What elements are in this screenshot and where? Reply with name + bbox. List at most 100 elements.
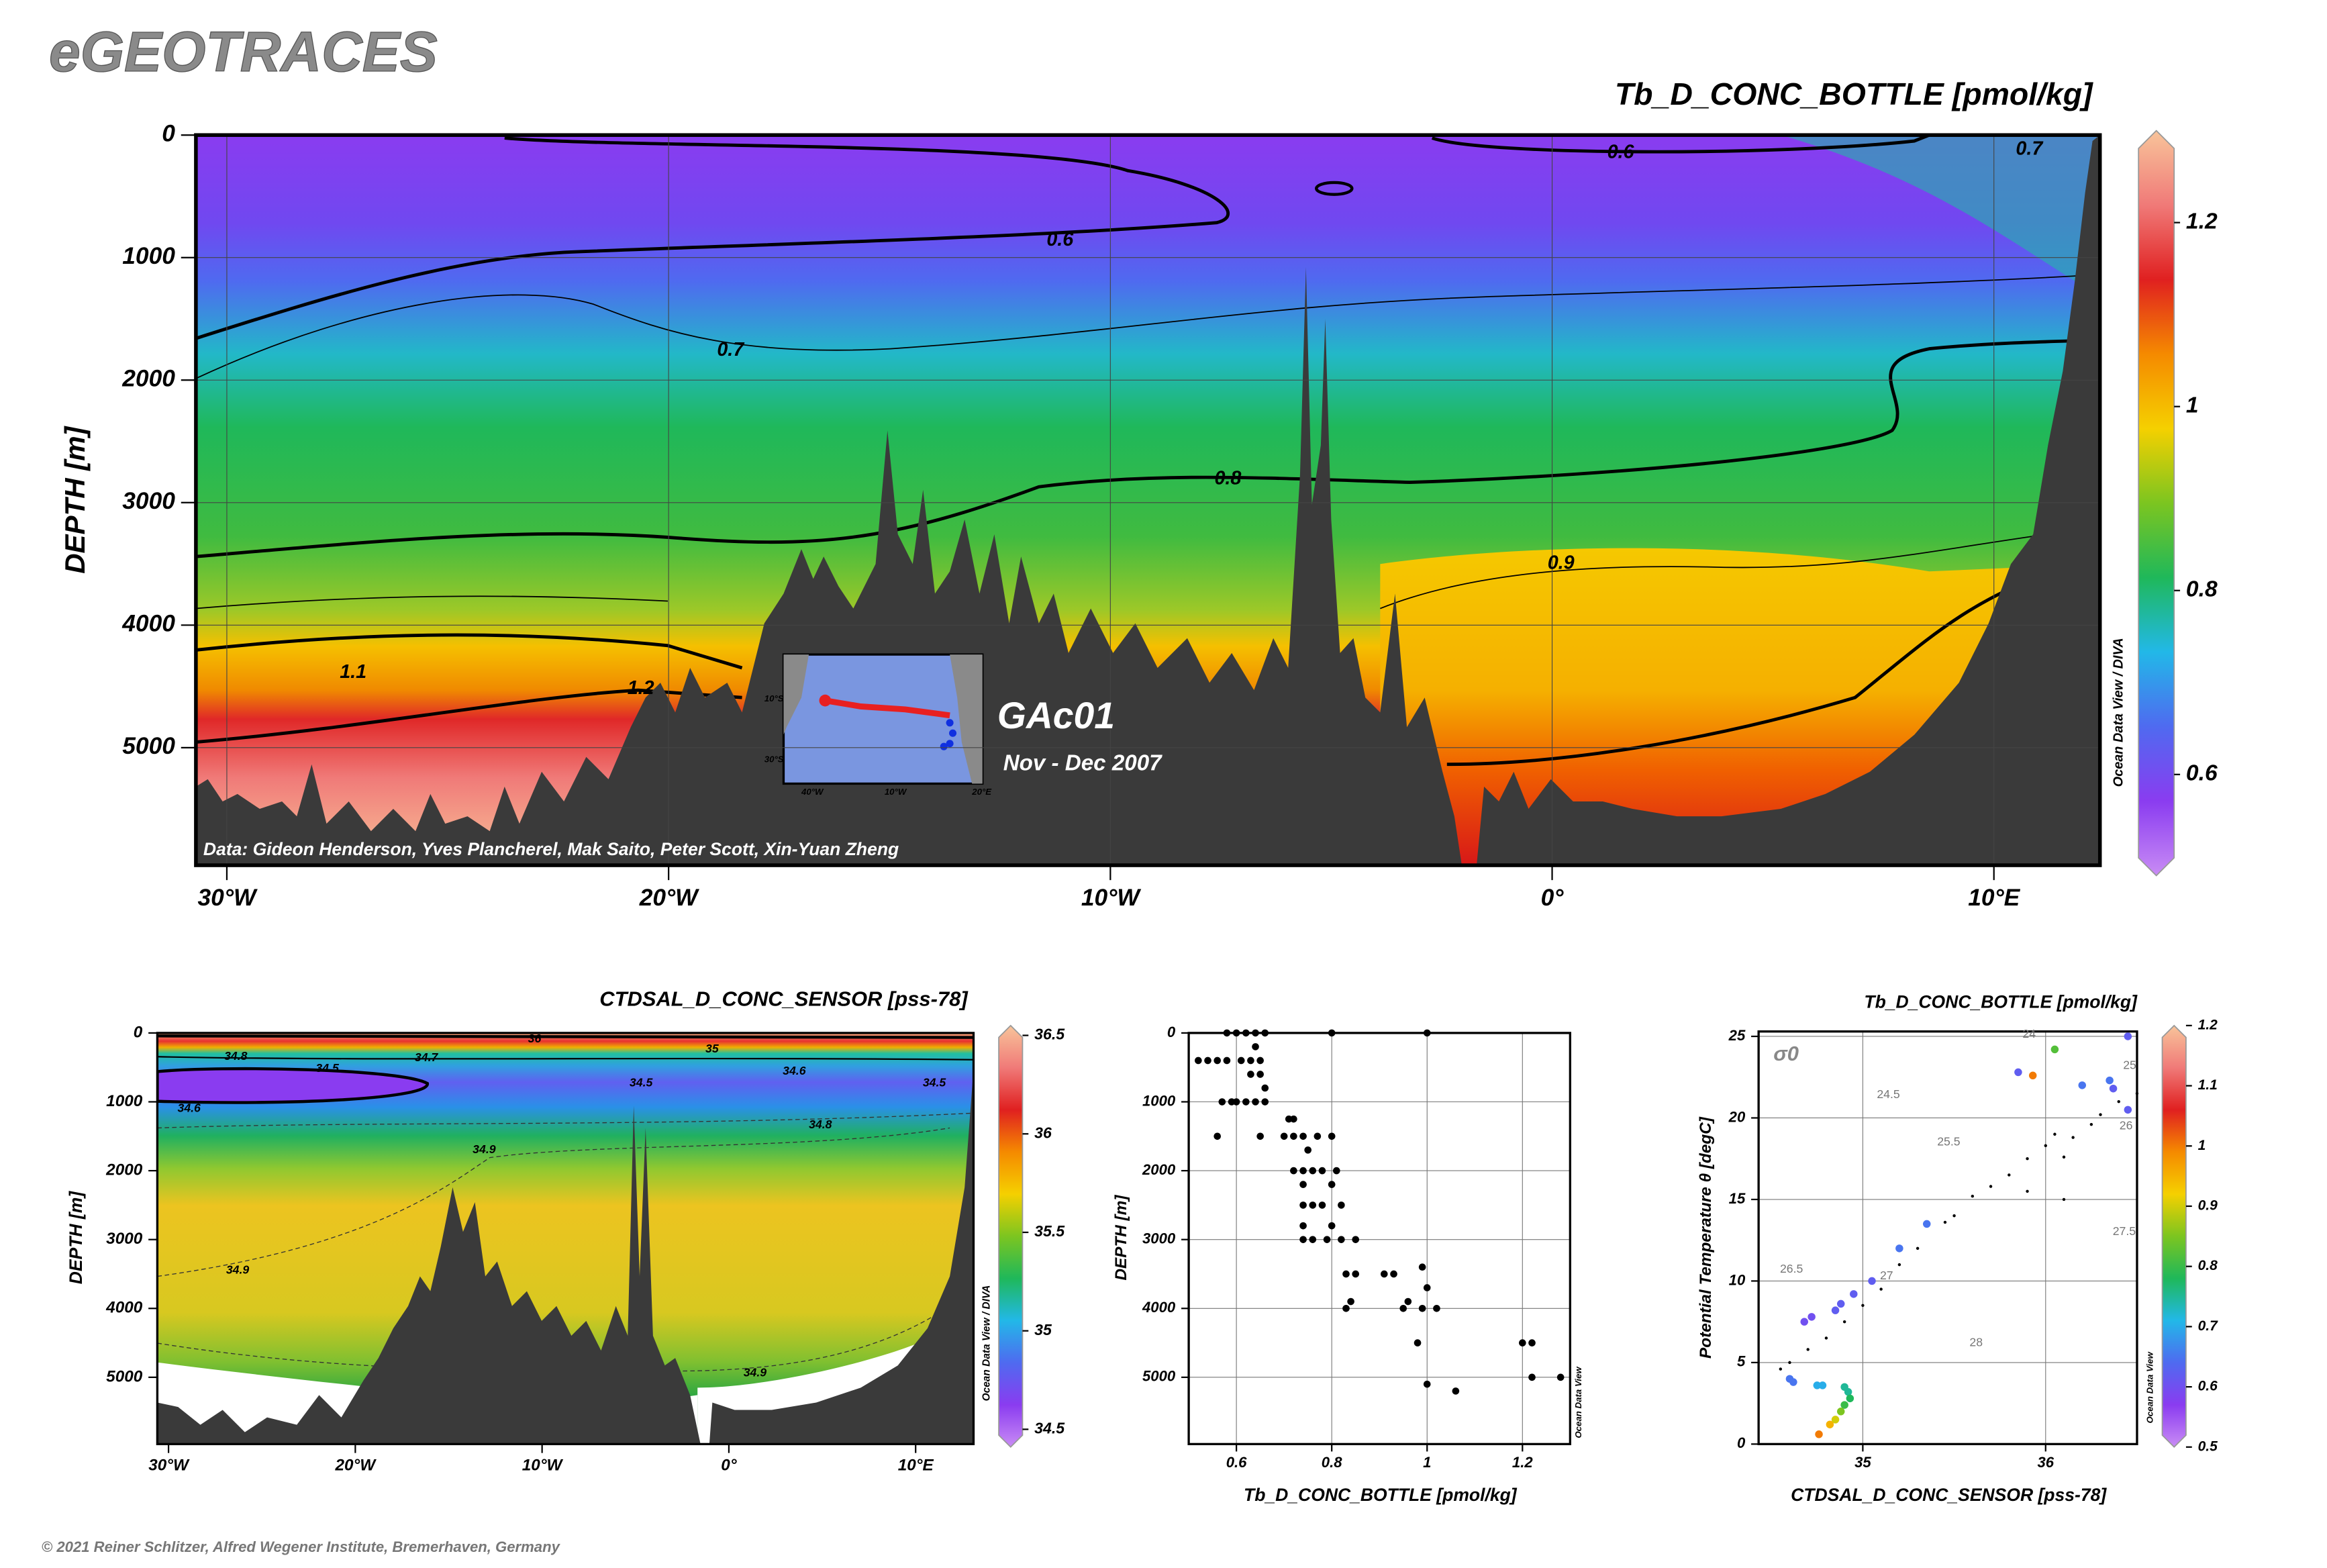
point: [1323, 1236, 1331, 1243]
isopycnal-label: 24.5: [1877, 1087, 1900, 1101]
x-tick-label: 1.2: [1512, 1454, 1533, 1471]
sigma-label: σ0: [1773, 1042, 1799, 1065]
point: [1318, 1167, 1326, 1175]
point: [1261, 1084, 1269, 1092]
ctd-point: [2026, 1157, 2029, 1161]
y-tick-label: 3000: [1142, 1230, 1176, 1247]
colorbar: [2161, 1024, 2187, 1449]
isopycnal-label: 27.5: [2113, 1224, 2136, 1238]
plot-frame: [1757, 1030, 2138, 1446]
point: [1414, 1339, 1422, 1346]
point: [1256, 1057, 1264, 1065]
bottle-point: [2014, 1068, 2022, 1077]
y-tick-label: 4000: [105, 1299, 143, 1317]
y-tick-label: 2000: [121, 366, 175, 392]
contour-label: 36: [528, 1032, 542, 1045]
bottle-point: [1815, 1430, 1823, 1438]
contour-label: 34.5: [923, 1075, 947, 1089]
point: [1418, 1304, 1426, 1312]
isopycnal-label: 25: [2123, 1058, 2136, 1071]
y-tick-label: 5000: [122, 733, 175, 759]
y-tick-label: 4000: [121, 611, 175, 637]
point: [1204, 1057, 1211, 1065]
ctd-point: [1879, 1287, 1883, 1291]
ctd-point: [1824, 1336, 1828, 1340]
y-tick-label: 3000: [106, 1230, 143, 1248]
contour-label: 34.5: [630, 1075, 654, 1089]
point: [1261, 1098, 1269, 1106]
point: [1218, 1098, 1226, 1106]
y-tick-label: 2000: [1142, 1161, 1176, 1178]
section-field: [195, 135, 2100, 866]
watermark: Ocean Data View: [2144, 1351, 2155, 1424]
point: [1332, 1167, 1340, 1175]
bottle-point: [2106, 1076, 2114, 1085]
point: [1242, 1098, 1250, 1106]
ctd-point: [1952, 1214, 1956, 1218]
bottle-point: [2124, 1032, 2132, 1040]
inset-map: [782, 653, 984, 785]
ctd-point: [2099, 1113, 2102, 1116]
point: [1256, 1132, 1264, 1140]
data-credit: Data: Gideon Henderson, Yves Plancherel,…: [203, 839, 899, 859]
colorbar-tick-label: 0.7: [2198, 1318, 2219, 1334]
colorbar-tick-label: 0.8: [2186, 577, 2218, 602]
y-tick-label: 2000: [105, 1161, 143, 1179]
inset-label: 20°E: [971, 787, 992, 797]
x-tick-label: 30°W: [148, 1457, 190, 1475]
x-tick-label: 1: [1423, 1454, 1431, 1471]
chart-title: CTDSAL_D_CONC_SENSOR [pss-78]: [599, 987, 969, 1010]
isopycnal-label: 26: [2120, 1118, 2133, 1132]
point: [1299, 1222, 1307, 1230]
y-tick-label: 0: [134, 1023, 143, 1041]
bottle-point: [1818, 1381, 1827, 1389]
x-tick-label: 20°W: [639, 885, 699, 911]
contour-label: 1.2: [628, 677, 654, 699]
bottle-point: [1826, 1420, 1834, 1428]
colorbar-tick-label: 1.2: [2198, 1017, 2218, 1032]
y-tick-label: 4000: [1142, 1299, 1176, 1316]
point: [1194, 1057, 1202, 1065]
point: [1299, 1181, 1307, 1188]
bottle-point: [1844, 1387, 1852, 1396]
point: [1423, 1380, 1431, 1388]
point: [1528, 1373, 1536, 1381]
isopycnal-label: 25.5: [1937, 1135, 1961, 1148]
bottle-point: [1868, 1277, 1876, 1285]
contour-label: 1.1: [340, 661, 366, 683]
y-tick-label: 0: [1737, 1434, 1746, 1451]
contour-label: 34.8: [224, 1049, 248, 1063]
point: [1314, 1132, 1322, 1140]
point: [1299, 1202, 1307, 1209]
contour-label: 34.6: [783, 1064, 806, 1077]
point: [1309, 1236, 1317, 1243]
colorbar-tick-label: 0.6: [2198, 1379, 2218, 1394]
ctd-point: [2089, 1122, 2093, 1126]
watermark: Ocean Data View / DIVA: [2112, 638, 2126, 787]
ctd-point: [2026, 1189, 2029, 1193]
point: [1328, 1181, 1336, 1188]
bottle-point: [2109, 1084, 2118, 1093]
x-axis-label: CTDSAL_D_CONC_SENSOR [pss-78]: [1791, 1485, 2107, 1505]
point: [1242, 1029, 1250, 1037]
colorbar-tick-label: 35.5: [1034, 1222, 1065, 1240]
colorbar-tick-label: 35: [1034, 1321, 1052, 1338]
point: [1252, 1029, 1259, 1037]
x-tick-label: 0°: [721, 1457, 737, 1475]
watermark: Ocean Data View / DIVA: [981, 1285, 992, 1402]
bottle-point: [1836, 1300, 1845, 1308]
x-tick-label: 10°W: [1081, 885, 1141, 911]
x-tick-label: 20°W: [335, 1457, 377, 1475]
contour-label: 34.5: [315, 1061, 340, 1075]
contour-label: 34.9: [744, 1365, 767, 1379]
point: [1342, 1304, 1350, 1312]
bottle-point: [1831, 1306, 1840, 1314]
colorbar: [2138, 130, 2175, 877]
point: [1247, 1057, 1254, 1065]
colorbar: [998, 1024, 1024, 1449]
point: [1280, 1132, 1288, 1140]
ctd-point: [1943, 1220, 1947, 1224]
point: [1381, 1270, 1388, 1278]
contour-label: 0.7: [2016, 138, 2044, 160]
colorbar-tick-label: 0.5: [2198, 1438, 2218, 1454]
